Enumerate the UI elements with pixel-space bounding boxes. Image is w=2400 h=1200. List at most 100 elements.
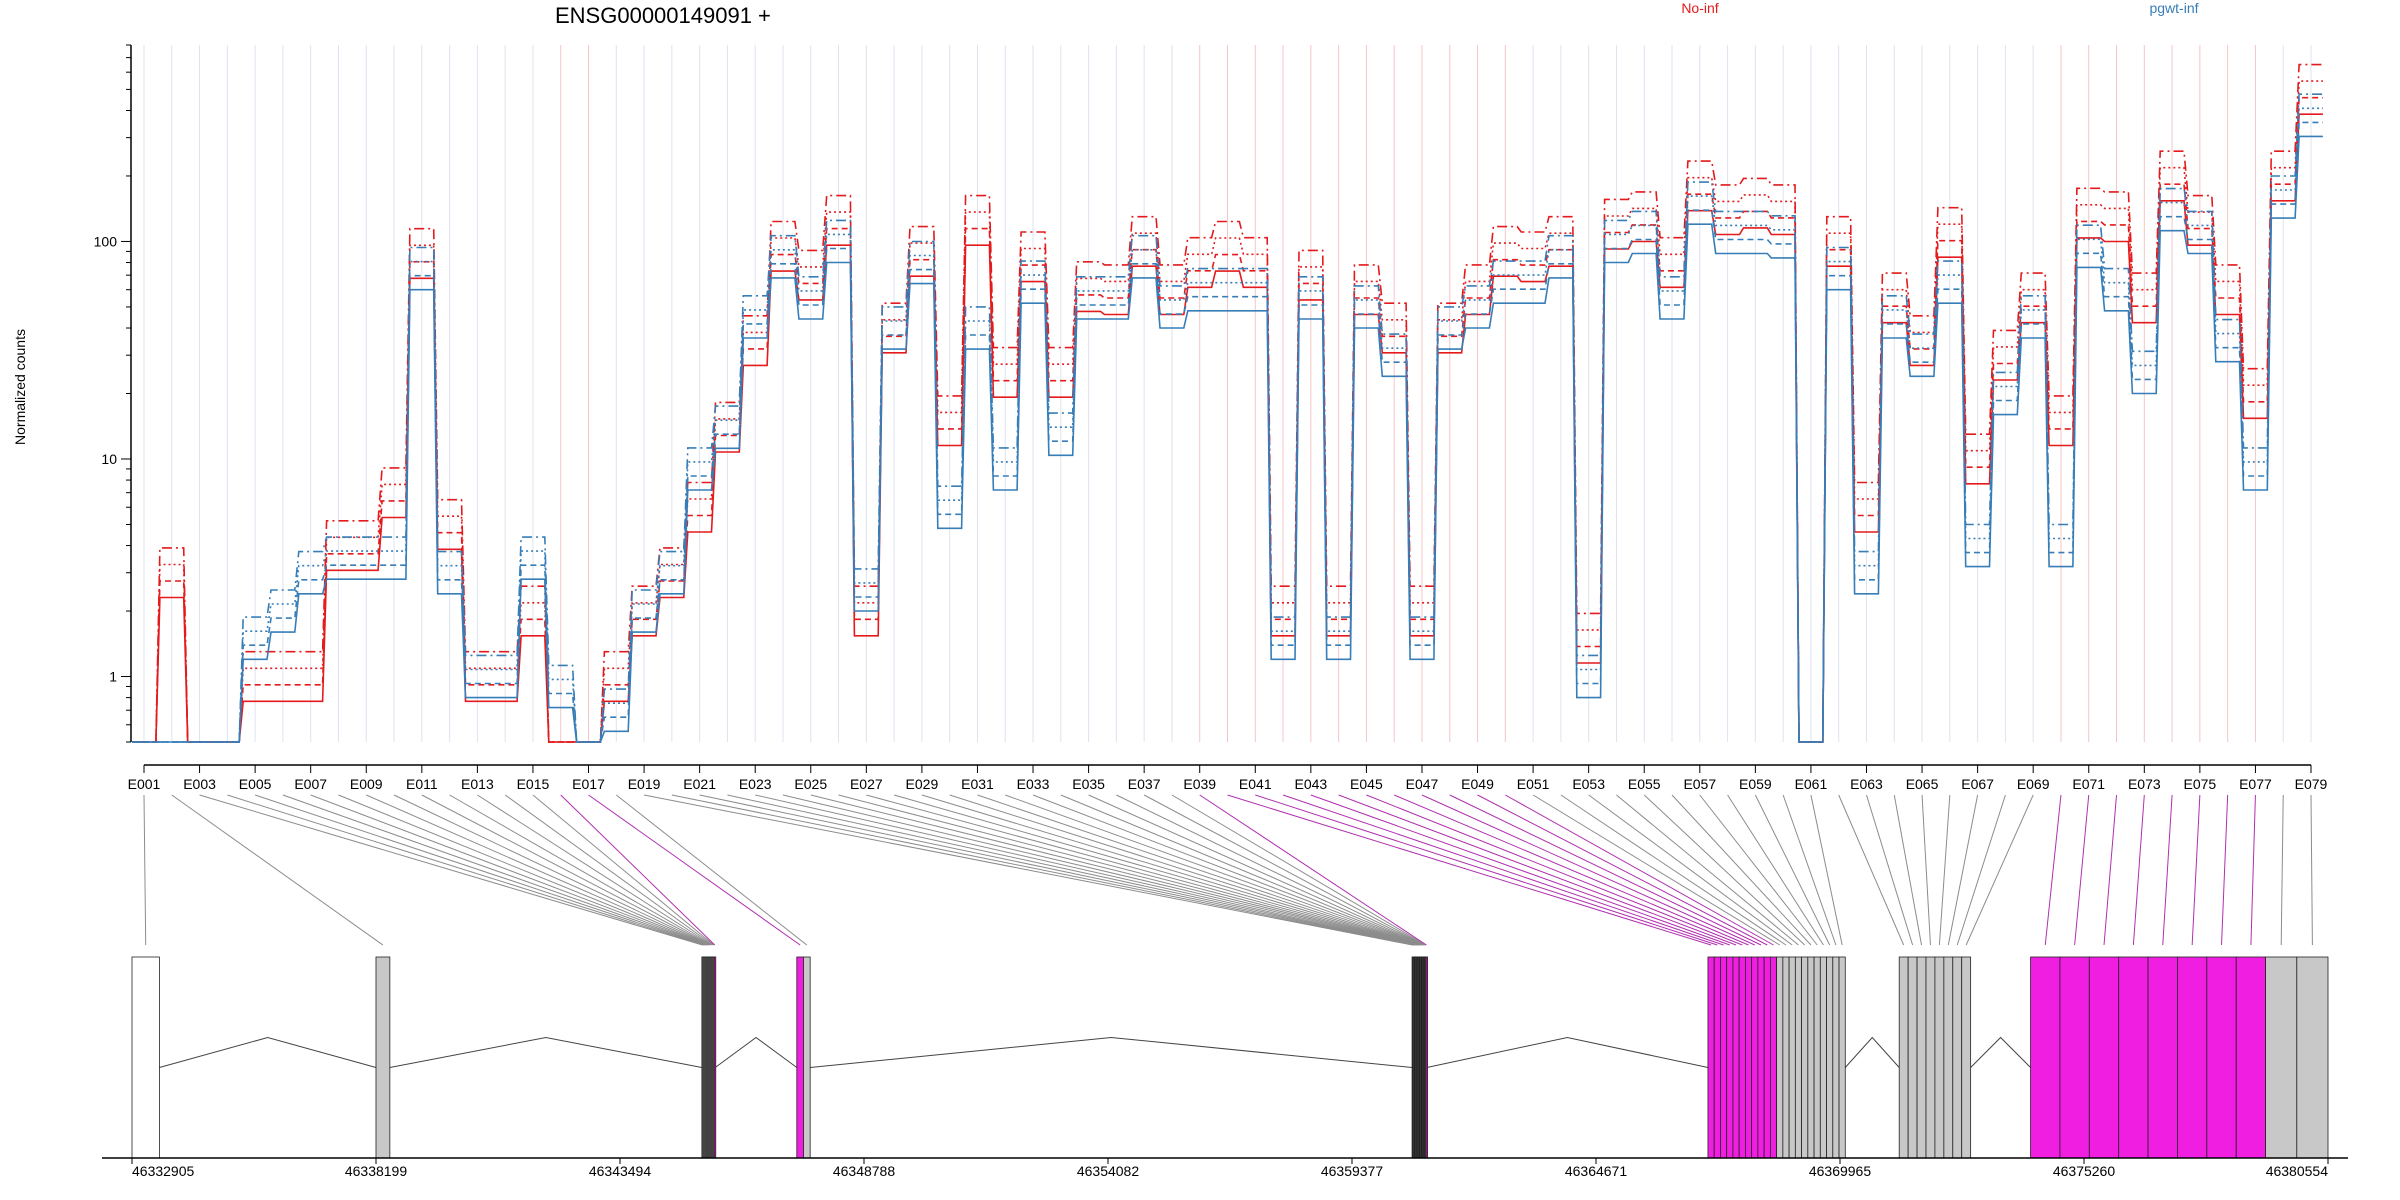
exon-link bbox=[1965, 794, 2034, 946]
gene-model bbox=[102, 956, 2348, 1159]
y-tick-label: 100 bbox=[94, 233, 118, 249]
exon-links bbox=[143, 794, 2313, 946]
x-tick-label: E015 bbox=[517, 776, 550, 792]
exon-box bbox=[713, 956, 717, 1159]
exon-gridlines bbox=[143, 45, 2312, 742]
exon-box bbox=[1769, 956, 1778, 1159]
exon-link bbox=[1116, 794, 1425, 946]
coordinate-label: 46380554 bbox=[2266, 1163, 2329, 1179]
exon-box bbox=[1943, 956, 1954, 1159]
series-lines bbox=[132, 63, 2323, 743]
coordinate-label: 46375260 bbox=[2053, 1163, 2116, 1179]
exon-link bbox=[2103, 794, 2118, 946]
exon-link bbox=[1088, 794, 1424, 946]
exon-link bbox=[2280, 794, 2284, 946]
intron-connector bbox=[810, 1036, 1413, 1068]
exon-link bbox=[921, 794, 1420, 946]
exon-box bbox=[1807, 956, 1815, 1159]
coordinate-label: 46364671 bbox=[1565, 1163, 1628, 1179]
exon-box bbox=[1738, 956, 1746, 1159]
series-pgwt-inf-replicate-1 bbox=[132, 135, 2323, 743]
x-tick-label: E065 bbox=[1906, 776, 1939, 792]
exon-box bbox=[1826, 956, 1834, 1159]
exon-link bbox=[199, 794, 703, 946]
x-tick-label: E051 bbox=[1517, 776, 1550, 792]
exon-link bbox=[2132, 794, 2145, 946]
series-no-inf-replicate-4 bbox=[132, 63, 2323, 743]
exon-link bbox=[2250, 794, 2256, 946]
x-tick-label: E043 bbox=[1294, 776, 1327, 792]
exon-link bbox=[810, 794, 1417, 946]
exon-link bbox=[393, 794, 710, 946]
exon-link bbox=[699, 794, 1414, 946]
exon-box bbox=[1961, 956, 1972, 1159]
series-no-inf-replicate-1 bbox=[132, 113, 2323, 743]
intron-connector bbox=[389, 1036, 702, 1068]
intron-connector bbox=[159, 1036, 377, 1068]
exon-box bbox=[2235, 956, 2266, 1159]
exon-box bbox=[1925, 956, 1936, 1159]
exon-box bbox=[1732, 956, 1740, 1159]
x-axis: E001 E003 E005 E007 E009 E011 E013 E015 E017 E019… bbox=[128, 764, 2328, 792]
exon-box bbox=[375, 956, 391, 1159]
exon-box bbox=[1934, 956, 1945, 1159]
exon-link bbox=[1505, 794, 1774, 946]
exon-box bbox=[803, 956, 811, 1159]
exon-box bbox=[1832, 956, 1840, 1159]
chart-title: ENSG00000149091 + bbox=[555, 3, 771, 28]
series-pgwt-inf-replicate-4 bbox=[132, 93, 2323, 743]
y-tick-label: 10 bbox=[101, 451, 117, 467]
legend-pgwt-inf: pgwt-inf bbox=[2149, 0, 2198, 16]
x-tick-label: E069 bbox=[2017, 776, 2050, 792]
x-tick-label: E019 bbox=[628, 776, 661, 792]
x-tick-label: E017 bbox=[572, 776, 605, 792]
exon-link bbox=[1671, 794, 1812, 946]
exon-box bbox=[1745, 956, 1753, 1159]
x-tick-label: E025 bbox=[794, 776, 827, 792]
exon-link bbox=[1938, 794, 1951, 946]
x-tick-label: E021 bbox=[683, 776, 716, 792]
exon-box bbox=[1720, 956, 1728, 1159]
exon-link bbox=[1727, 794, 1824, 946]
intron-connector bbox=[1426, 1036, 1709, 1068]
exon-link bbox=[1838, 794, 1905, 946]
exon-link bbox=[1810, 794, 1843, 946]
exon-link bbox=[1393, 794, 1749, 946]
exon-box bbox=[1726, 956, 1734, 1159]
x-tick-label: E005 bbox=[239, 776, 272, 792]
exon-link bbox=[1866, 794, 1914, 946]
exon-box bbox=[1907, 956, 1918, 1159]
intron-connector bbox=[1844, 1036, 1900, 1068]
exon-link bbox=[949, 794, 1421, 946]
exon-link bbox=[782, 794, 1417, 946]
exon-box bbox=[2265, 956, 2298, 1159]
x-tick-label: E077 bbox=[2239, 776, 2272, 792]
exon-link bbox=[1199, 794, 1427, 946]
legend-no-inf: No-inf bbox=[1681, 0, 1718, 16]
exon-box bbox=[1819, 956, 1827, 1159]
exon-link bbox=[1255, 794, 1718, 946]
exon-box bbox=[2059, 956, 2090, 1159]
exon-link bbox=[893, 794, 1419, 946]
x-tick-label: E031 bbox=[961, 776, 994, 792]
x-tick-label: E039 bbox=[1183, 776, 1216, 792]
exon-link bbox=[2221, 794, 2229, 946]
exon-box bbox=[1794, 956, 1802, 1159]
x-tick-label: E001 bbox=[128, 776, 161, 792]
exon-link bbox=[1060, 794, 1424, 946]
exon-link bbox=[1310, 794, 1730, 946]
exon-link bbox=[977, 794, 1422, 946]
exon-box bbox=[796, 956, 804, 1159]
exon-box bbox=[2206, 956, 2237, 1159]
exon-link bbox=[1699, 794, 1818, 946]
x-tick-label: E033 bbox=[1017, 776, 1050, 792]
exon-box bbox=[2177, 956, 2208, 1159]
x-tick-label: E071 bbox=[2072, 776, 2105, 792]
exon-box bbox=[2118, 956, 2149, 1159]
exon-box bbox=[1707, 956, 1715, 1159]
x-tick-label: E041 bbox=[1239, 776, 1272, 792]
exon-link bbox=[615, 794, 808, 946]
exon-link bbox=[1171, 794, 1427, 946]
exon-link bbox=[1532, 794, 1780, 946]
